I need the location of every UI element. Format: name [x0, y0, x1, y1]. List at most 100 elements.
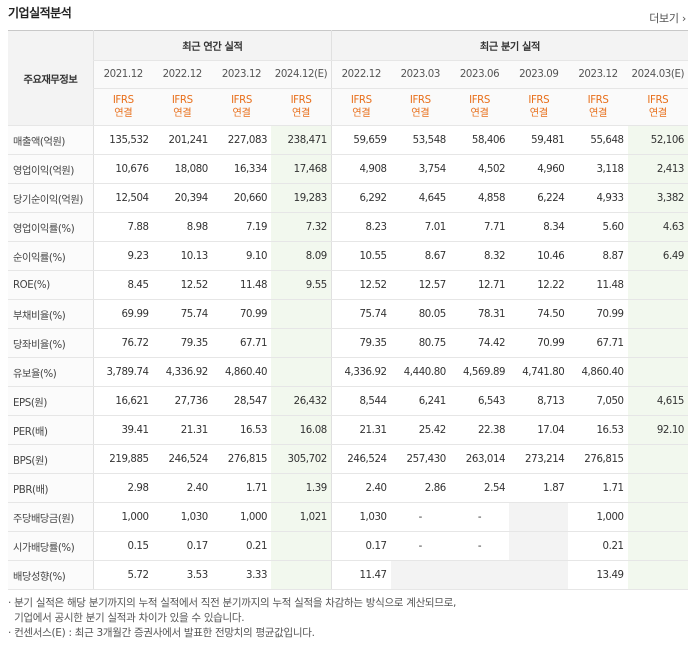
- value-cell: 8.67: [390, 241, 450, 271]
- ifrs-text: IFRS: [647, 95, 669, 106]
- value-cell: 5.60: [568, 212, 628, 242]
- value-cell: -: [449, 502, 510, 532]
- value-cell: 227,083: [211, 125, 272, 155]
- value-cell: 20,660: [211, 183, 272, 213]
- value-cell: 16,334: [211, 154, 272, 184]
- value-cell: 75.74: [330, 299, 391, 329]
- value-cell: 219,885: [92, 444, 153, 474]
- value-cell: 76.72: [92, 328, 153, 358]
- value-cell: 4,336.92: [330, 357, 391, 387]
- value-cell: 4,933: [568, 183, 628, 213]
- value-cell: 25.42: [390, 415, 450, 445]
- row-label: 시가배당률(%): [8, 531, 94, 561]
- ifrs-label: IFRS 연결: [390, 88, 450, 126]
- value-cell: 27,736: [152, 386, 212, 416]
- period-header: 2022.12: [330, 60, 391, 89]
- value-cell: 2.40: [330, 473, 391, 503]
- ifrs-label: IFRS 연결: [211, 88, 272, 126]
- value-cell: 3.53: [152, 560, 212, 590]
- row-header-label: 주요재무정보: [8, 30, 94, 126]
- value-cell: 11.48: [211, 270, 272, 300]
- value-cell: 16.08: [271, 415, 332, 445]
- value-cell: 3,382: [627, 183, 688, 213]
- value-cell: [627, 328, 688, 358]
- value-cell: [271, 560, 332, 590]
- ifrs-text: IFRS: [587, 95, 609, 106]
- consolidated-text: 연결: [470, 108, 489, 119]
- value-cell: -: [390, 531, 450, 561]
- row-label: ROE(%): [8, 270, 94, 300]
- value-cell: 1,030: [330, 502, 391, 532]
- table-row: PER(배) 39.41 21.31 16.53 16.08 21.31 25.42 22.3…: [8, 415, 688, 445]
- value-cell: 8.98: [152, 212, 212, 242]
- value-cell: 0.21: [568, 531, 628, 561]
- row-label: 배당성향(%): [8, 560, 94, 590]
- value-cell: [271, 328, 332, 358]
- footnotes: · 분기 실적은 해당 분기까지의 누적 실적에서 직전 분기까지의 누적 실적…: [8, 596, 688, 641]
- value-cell: 10.13: [152, 241, 212, 271]
- ifrs-text: IFRS: [528, 95, 550, 106]
- value-cell: 12.71: [449, 270, 510, 300]
- ifrs-label: IFRS 연결: [92, 88, 153, 126]
- value-cell: 135,532: [92, 125, 153, 155]
- value-cell: 3.33: [211, 560, 272, 590]
- value-cell: [627, 473, 688, 503]
- value-cell: 70.99: [211, 299, 272, 329]
- value-cell: 78.31: [449, 299, 510, 329]
- value-cell: 263,014: [449, 444, 510, 474]
- value-cell: 1.39: [271, 473, 332, 503]
- value-cell: 8.34: [509, 212, 569, 242]
- row-label: 당기순이익(억원): [8, 183, 94, 213]
- more-link[interactable]: 더보기 ›: [649, 10, 686, 26]
- value-cell: 276,815: [211, 444, 272, 474]
- consolidated-text: 연결: [114, 108, 133, 119]
- ifrs-text: IFRS: [231, 95, 252, 106]
- row-label: 유보율(%): [8, 357, 94, 387]
- value-cell: 4,336.92: [152, 357, 212, 387]
- value-cell: 0.17: [330, 531, 391, 561]
- value-cell: 75.74: [152, 299, 212, 329]
- value-cell: 1,000: [92, 502, 153, 532]
- value-cell: 80.05: [390, 299, 450, 329]
- consolidated-text: 연결: [173, 108, 192, 119]
- value-cell: 4,615: [627, 386, 688, 416]
- consolidated-text: 연결: [292, 108, 310, 119]
- value-cell: [271, 531, 332, 561]
- ifrs-text: IFRS: [469, 95, 490, 106]
- period-header: 2023.06: [449, 60, 510, 89]
- period-header: 2023.12: [211, 60, 272, 89]
- value-cell: 7.88: [92, 212, 153, 242]
- value-cell: [390, 560, 450, 590]
- value-cell: 4,860.40: [568, 357, 628, 387]
- value-cell: 7.01: [390, 212, 450, 242]
- ifrs-text: IFRS: [112, 95, 134, 106]
- table-row: 순이익률(%) 9.23 10.13 9.10 8.09 10.55 8.67 8.32 10.…: [8, 241, 688, 271]
- value-cell: 1,021: [271, 502, 332, 532]
- value-cell: 16,621: [92, 386, 153, 416]
- value-cell: [627, 357, 688, 387]
- table-row: 영업이익(억원) 10,676 18,080 16,334 17,468 4,908 3,7…: [8, 154, 688, 184]
- value-cell: 6,241: [390, 386, 450, 416]
- value-cell: 2.98: [92, 473, 153, 503]
- table-row: 영업이익률(%) 7.88 8.98 7.19 7.32 8.23 7.01 7.71 8.34…: [8, 212, 688, 242]
- value-cell: [627, 531, 688, 561]
- value-cell: 21.31: [152, 415, 212, 445]
- value-cell: 39.41: [92, 415, 153, 445]
- value-cell: 238,471: [271, 125, 332, 155]
- value-cell: 7,050: [568, 386, 628, 416]
- value-cell: 1,000: [211, 502, 272, 532]
- ifrs-label: IFRS 연결: [509, 88, 569, 126]
- value-cell: 10,676: [92, 154, 153, 184]
- value-cell: 8,544: [330, 386, 391, 416]
- value-cell: -: [390, 502, 450, 532]
- ifrs-label: IFRS 연결: [330, 88, 391, 126]
- value-cell: 7.19: [211, 212, 272, 242]
- ifrs-text: IFRS: [171, 95, 193, 106]
- table-row: 부채비율(%) 69.99 75.74 70.99 75.74 80.05 78.31 74.…: [8, 299, 688, 329]
- value-cell: 1.71: [211, 473, 272, 503]
- value-cell: 4,440.80: [390, 357, 450, 387]
- table-row: 주당배당금(원) 1,000 1,030 1,000 1,021 1,030- -1,000: [8, 502, 688, 532]
- value-cell: 4,502: [449, 154, 510, 184]
- value-cell: 4,960: [509, 154, 569, 184]
- value-cell: 0.17: [152, 531, 212, 561]
